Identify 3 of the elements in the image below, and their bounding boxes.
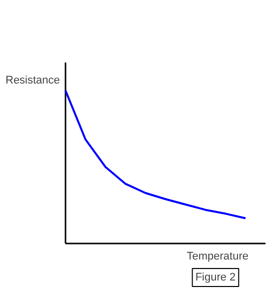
- x-axis-title: Temperature: [186, 250, 249, 262]
- y-axis-title: Resistance: [6, 74, 60, 86]
- caption: Figure 2: [195, 272, 236, 284]
